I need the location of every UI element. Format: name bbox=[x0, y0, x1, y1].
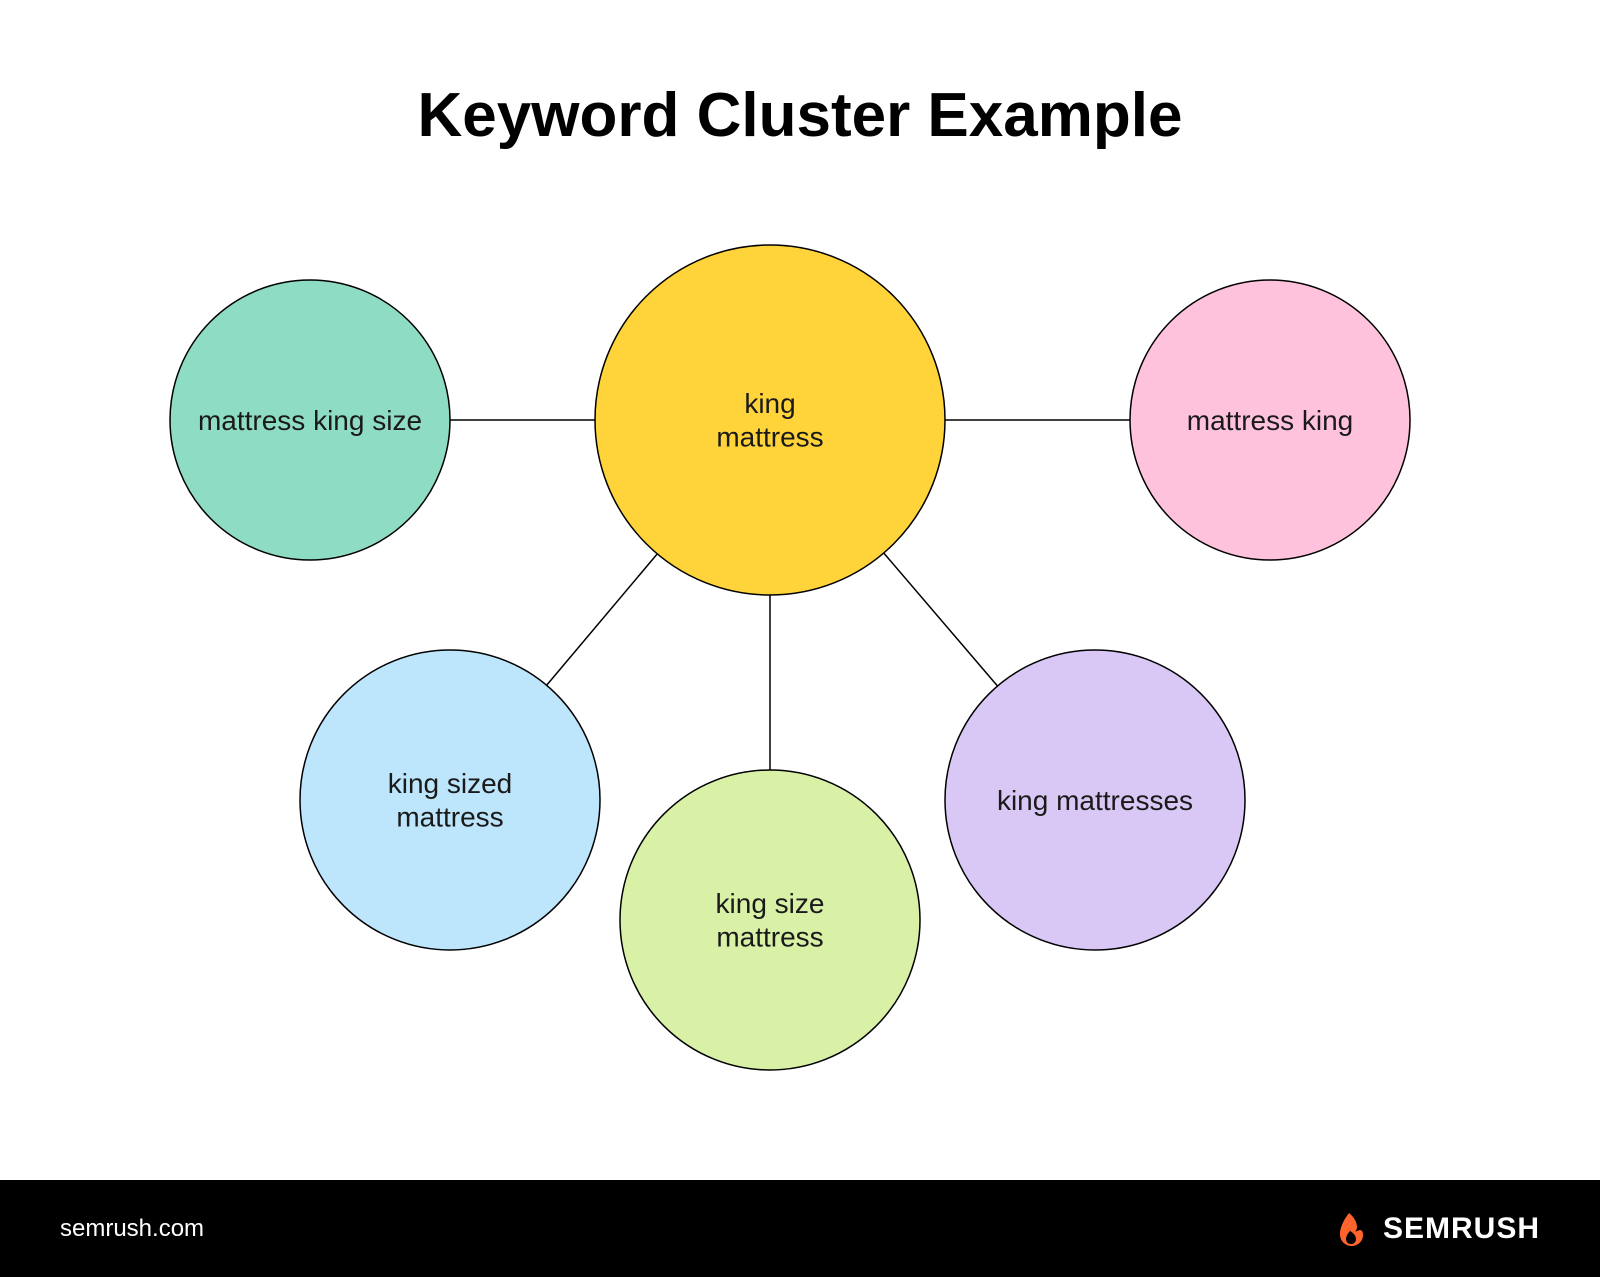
node-label: mattress bbox=[396, 802, 503, 833]
center-node: kingmattress bbox=[595, 245, 945, 595]
fire-icon bbox=[1333, 1209, 1373, 1249]
satellite-node: king sizemattress bbox=[620, 770, 920, 1070]
satellite-node: king mattresses bbox=[945, 650, 1245, 950]
footer-bar: semrush.com SEMRUSH bbox=[0, 1180, 1600, 1277]
node-label: king bbox=[744, 388, 795, 419]
node-circle bbox=[595, 245, 945, 595]
node-label: mattress bbox=[716, 922, 823, 953]
footer-brand: SEMRUSH bbox=[1333, 1209, 1540, 1249]
node-label: king size bbox=[716, 888, 825, 919]
satellite-node: mattress king bbox=[1130, 280, 1410, 560]
node-label: mattress king size bbox=[198, 405, 422, 436]
node-circle bbox=[620, 770, 920, 1070]
cluster-edge bbox=[547, 554, 658, 685]
node-label: mattress king bbox=[1187, 405, 1354, 436]
brand-text: SEMRUSH bbox=[1383, 1212, 1540, 1246]
node-label: king mattresses bbox=[997, 785, 1193, 816]
node-circle bbox=[300, 650, 600, 950]
node-label: king sized bbox=[388, 768, 513, 799]
footer-url: semrush.com bbox=[60, 1215, 204, 1243]
satellite-node: king sizedmattress bbox=[300, 650, 600, 950]
page-container: Keyword Cluster Example mattress king si… bbox=[0, 0, 1600, 1277]
satellite-node: mattress king size bbox=[170, 280, 450, 560]
cluster-edge bbox=[884, 553, 998, 686]
cluster-diagram: mattress king sizemattress kingking size… bbox=[0, 0, 1600, 1180]
node-label: mattress bbox=[716, 422, 823, 453]
